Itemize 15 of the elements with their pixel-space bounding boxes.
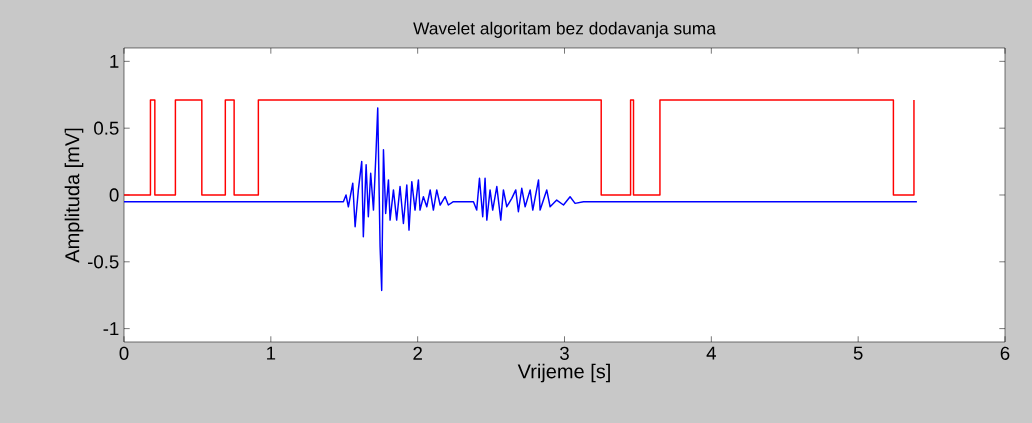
x-tick-label: 5	[853, 346, 863, 360]
y-tick-label: -0.5	[87, 255, 119, 269]
x-tick-label: 0	[119, 346, 129, 360]
x-tick-label: 6	[1000, 346, 1010, 360]
x-axis-title: Vrijeme [s]	[517, 363, 610, 383]
x-tick-label: 4	[706, 346, 716, 360]
x-tick-label: 2	[413, 346, 422, 360]
y-tick-label: 0	[109, 188, 119, 202]
y-axis-title: Amplituda [mV]	[64, 128, 84, 263]
y-tick-label: -1	[103, 322, 119, 336]
y-tick-label: 0.5	[94, 121, 119, 135]
y-tick-label: 1	[110, 54, 119, 68]
chart-title: Wavelet algoritam bez dodavanja suma	[413, 21, 716, 38]
x-tick-label: 3	[560, 346, 569, 360]
x-tick-label: 1	[267, 346, 276, 360]
